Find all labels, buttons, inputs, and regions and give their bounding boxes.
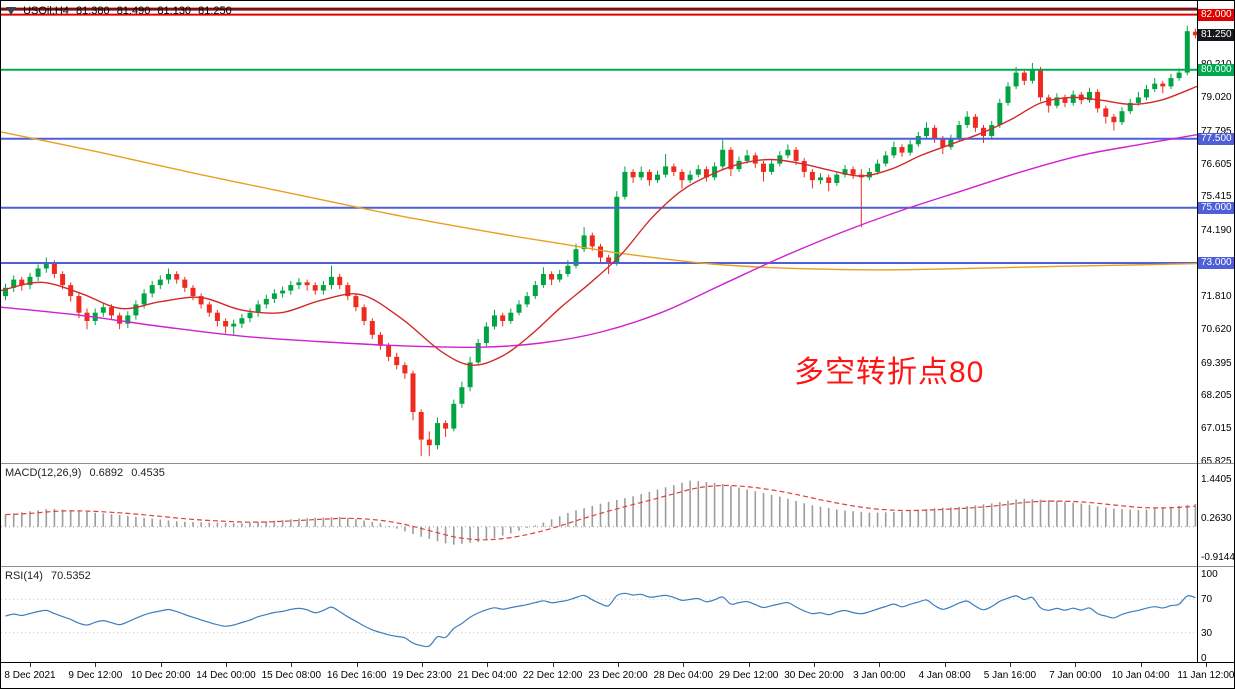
low-value: 81.130 bbox=[157, 5, 192, 17]
price-tick-label: 70.620 bbox=[1201, 323, 1232, 335]
time-label: 16 Dec 16:00 bbox=[326, 670, 387, 681]
time-tick-mark bbox=[225, 663, 227, 667]
rsi-tick-label: 30 bbox=[1201, 627, 1213, 639]
macd-signal-value: 0.4535 bbox=[131, 467, 165, 479]
rsi-tick-label: 100 bbox=[1201, 569, 1218, 580]
time-tick-mark bbox=[1009, 663, 1011, 667]
time-tick-mark bbox=[879, 663, 881, 667]
price-level-badge: 75.000 bbox=[1198, 201, 1234, 214]
time-tick-mark bbox=[683, 663, 685, 667]
time-label: 29 Dec 12:00 bbox=[718, 670, 779, 681]
time-tick-mark bbox=[944, 663, 946, 667]
time-label: 11 Jan 12:00 bbox=[1177, 670, 1235, 681]
macd-tick-label: 0.2630 bbox=[1201, 513, 1232, 524]
time-tick-mark bbox=[160, 663, 162, 667]
time-tick-mark bbox=[748, 663, 750, 667]
rsi-name: RSI(14) bbox=[5, 570, 43, 582]
time-tick-mark bbox=[356, 663, 358, 667]
price-tick-label: 68.205 bbox=[1201, 390, 1232, 402]
rsi-indicator-label: RSI(14) 70.5352 bbox=[5, 570, 96, 582]
price-tick-label: 74.190 bbox=[1201, 225, 1232, 237]
price-level-badge: 81.250 bbox=[1198, 29, 1234, 42]
time-tick-mark bbox=[617, 663, 619, 667]
price-level-badge: 82.000 bbox=[1198, 8, 1234, 21]
time-tick-mark bbox=[1140, 663, 1142, 667]
time-label: 8 Dec 2021 bbox=[4, 670, 56, 681]
symbol-timeframe-label: USOil,H4 bbox=[23, 5, 69, 17]
price-tick-label: 75.415 bbox=[1201, 191, 1232, 203]
time-label: 5 Jan 16:00 bbox=[983, 670, 1037, 681]
symbol-triangle-icon bbox=[6, 7, 16, 16]
time-tick-mark bbox=[1205, 663, 1207, 667]
open-value: 81.380 bbox=[75, 5, 110, 17]
price-tick-label: 69.395 bbox=[1201, 357, 1232, 369]
panel-separator-macd-rsi[interactable] bbox=[1, 566, 1234, 567]
price-tick-label: 77.795 bbox=[1201, 125, 1232, 137]
macd-tick-label: -0.9144 bbox=[1201, 552, 1235, 563]
price-axis-border bbox=[1197, 1, 1198, 663]
rsi-tick-label: 70 bbox=[1201, 594, 1213, 606]
time-tick-mark bbox=[813, 663, 815, 667]
time-tick-mark bbox=[1075, 663, 1077, 667]
price-tick-label: 71.810 bbox=[1201, 290, 1232, 302]
time-label: 10 Dec 20:00 bbox=[130, 670, 191, 681]
price-tick-label: 76.605 bbox=[1201, 158, 1232, 170]
high-value: 81.490 bbox=[116, 5, 151, 17]
price-tick-label: 79.020 bbox=[1201, 91, 1232, 103]
chart-title: USOil,H4 81.380 81.490 81.130 81.250 bbox=[6, 5, 232, 17]
time-label: 10 Jan 04:00 bbox=[1111, 670, 1170, 681]
price-tick-label: 65.825 bbox=[1201, 456, 1232, 467]
time-tick-mark bbox=[552, 663, 554, 667]
price-level-badge: 80.000 bbox=[1198, 63, 1234, 76]
rsi-value: 70.5352 bbox=[50, 570, 91, 582]
price-level-badge: 77.500 bbox=[1198, 132, 1234, 145]
panel-separator-main-macd[interactable] bbox=[1, 463, 1234, 464]
time-label: 19 Dec 23:00 bbox=[392, 670, 452, 681]
time-label: 15 Dec 08:00 bbox=[261, 670, 322, 681]
time-tick-mark bbox=[30, 663, 31, 667]
time-label: 9 Dec 12:00 bbox=[68, 670, 123, 681]
time-label: 4 Jan 08:00 bbox=[918, 670, 971, 681]
time-label: 14 Dec 00:00 bbox=[196, 670, 256, 681]
time-label: 30 Dec 20:00 bbox=[784, 670, 844, 681]
time-label: 21 Dec 04:00 bbox=[457, 670, 518, 681]
time-axis-border bbox=[1, 662, 1234, 663]
macd-indicator-label: MACD(12,26,9) 0.6892 0.4535 bbox=[5, 467, 170, 479]
time-tick-mark bbox=[95, 663, 97, 667]
price-level-badge: 73.000 bbox=[1198, 257, 1234, 269]
rsi-tick-label: 0 bbox=[1201, 653, 1207, 664]
time-tick-mark bbox=[487, 663, 489, 667]
time-tick-mark bbox=[291, 663, 293, 667]
price-tick-label: 67.015 bbox=[1201, 423, 1232, 435]
chart-canvas[interactable] bbox=[1, 1, 1197, 662]
time-label: 7 Jan 00:00 bbox=[1049, 670, 1102, 681]
time-tick-mark bbox=[421, 663, 423, 667]
macd-name: MACD(12,26,9) bbox=[5, 467, 82, 479]
macd-main-value: 0.6892 bbox=[89, 467, 124, 479]
macd-tick-label: 1.4405 bbox=[1201, 474, 1232, 485]
time-label: 28 Dec 04:00 bbox=[653, 670, 714, 681]
time-label: 23 Dec 20:00 bbox=[588, 670, 648, 681]
time-axis[interactable]: 8 Dec 2021 9 Dec 12:00 10 Dec 20:00 14 Dec … bbox=[1, 663, 1235, 688]
price-axis[interactable]: 65.825 67.015 68.205 69.395 70.620 71.810 74.1… bbox=[1198, 1, 1235, 664]
time-label: 22 Dec 12:00 bbox=[522, 670, 583, 681]
chart-annotation-text: 多空转折点80 bbox=[794, 356, 985, 389]
time-label: 3 Jan 00:00 bbox=[853, 670, 906, 681]
close-value: 81.250 bbox=[198, 5, 232, 17]
